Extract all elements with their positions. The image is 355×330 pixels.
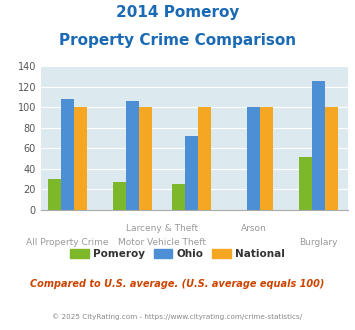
Text: Arson: Arson — [241, 224, 266, 233]
Text: All Property Crime: All Property Crime — [26, 238, 109, 247]
Text: Larceny & Theft: Larceny & Theft — [126, 224, 198, 233]
Text: Property Crime Comparison: Property Crime Comparison — [59, 33, 296, 48]
Text: Motor Vehicle Theft: Motor Vehicle Theft — [118, 238, 206, 247]
Text: Burglary: Burglary — [299, 238, 338, 247]
Bar — [139, 107, 152, 210]
Bar — [48, 179, 61, 210]
Text: Compared to U.S. average. (U.S. average equals 100): Compared to U.S. average. (U.S. average … — [30, 279, 325, 289]
Bar — [61, 99, 73, 210]
Bar — [74, 107, 87, 210]
Bar — [247, 107, 260, 210]
Bar — [312, 82, 324, 210]
Bar — [172, 184, 185, 210]
Bar — [113, 182, 126, 210]
Bar — [126, 101, 138, 210]
Text: 2014 Pomeroy: 2014 Pomeroy — [116, 5, 239, 20]
Bar — [185, 136, 198, 210]
Text: © 2025 CityRating.com - https://www.cityrating.com/crime-statistics/: © 2025 CityRating.com - https://www.city… — [53, 314, 302, 320]
Bar — [260, 107, 273, 210]
Bar — [325, 107, 338, 210]
Bar — [198, 107, 211, 210]
Bar — [299, 157, 312, 210]
Legend: Pomeroy, Ohio, National: Pomeroy, Ohio, National — [66, 245, 289, 263]
